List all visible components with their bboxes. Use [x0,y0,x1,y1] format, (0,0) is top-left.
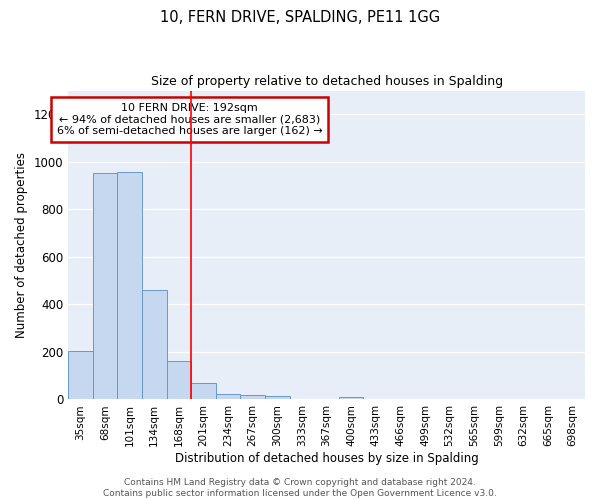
X-axis label: Distribution of detached houses by size in Spalding: Distribution of detached houses by size … [175,452,478,465]
Text: 10 FERN DRIVE: 192sqm
← 94% of detached houses are smaller (2,683)
6% of semi-de: 10 FERN DRIVE: 192sqm ← 94% of detached … [57,103,322,136]
Bar [142,290,167,400]
Bar [265,396,290,400]
Text: Contains HM Land Registry data © Crown copyright and database right 2024.
Contai: Contains HM Land Registry data © Crown c… [103,478,497,498]
Bar [191,383,216,400]
Bar [118,172,142,400]
Bar [167,362,191,400]
Bar [93,172,118,400]
Text: 10, FERN DRIVE, SPALDING, PE11 1GG: 10, FERN DRIVE, SPALDING, PE11 1GG [160,10,440,25]
Bar [339,396,364,400]
Bar [68,351,93,400]
Bar [216,394,241,400]
Y-axis label: Number of detached properties: Number of detached properties [15,152,28,338]
Bar [241,395,265,400]
Title: Size of property relative to detached houses in Spalding: Size of property relative to detached ho… [151,75,503,88]
